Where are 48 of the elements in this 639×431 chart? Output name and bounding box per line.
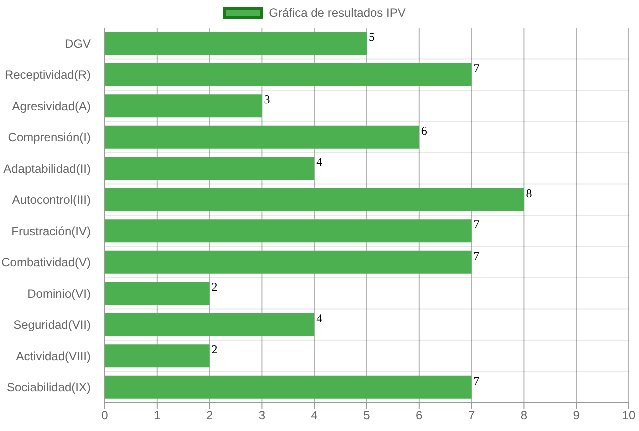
y-tick-label: Frustración(IV): [12, 224, 91, 238]
y-tick-label: Comprensión(I): [8, 130, 91, 145]
data-label: 7: [474, 61, 480, 76]
bar: [105, 220, 472, 243]
x-tick-label: 0: [102, 408, 109, 423]
bar: [105, 376, 472, 399]
bar: [105, 282, 210, 306]
y-tick-label: Dominio(VI): [28, 286, 91, 301]
y-tick-label: Receptividad(R): [4, 68, 91, 82]
data-label: 7: [474, 218, 480, 232]
bar: [105, 63, 472, 86]
data-label: 4: [316, 311, 323, 326]
bar: [105, 94, 262, 118]
x-tick-label: 5: [364, 408, 371, 423]
bar: [105, 250, 472, 274]
x-tick-label: 8: [520, 408, 528, 423]
data-label: 8: [526, 186, 532, 200]
x-tick-label: 10: [622, 408, 636, 423]
legend-label: Gráfica de resultados IPV: [269, 6, 406, 20]
bar: [105, 344, 210, 368]
y-tick-label: Actividad(VIII): [16, 349, 91, 364]
x-tick-label: 7: [468, 408, 476, 423]
y-tick-label: Adaptabilidad(II): [4, 162, 91, 176]
y-tick-label: Autocontrol(III): [12, 193, 91, 208]
x-tick-label: 2: [206, 408, 214, 423]
x-tick-label: 6: [416, 408, 424, 423]
data-label: 3: [264, 92, 270, 107]
data-label: 2: [212, 342, 218, 357]
data-label: 2: [212, 280, 218, 294]
x-tick-label: 4: [311, 408, 318, 423]
y-tick-label: Combatividad(V): [2, 256, 91, 270]
bar: [105, 126, 420, 149]
x-tick-label: 1: [154, 408, 162, 423]
bar: [105, 188, 524, 212]
y-tick-label: Agresividad(A): [12, 99, 91, 114]
y-tick-label: Sociabilidad(IX): [6, 380, 91, 395]
bar: [105, 313, 315, 336]
y-tick-label: Seguridad(VII): [14, 318, 91, 332]
bar: [105, 157, 315, 180]
data-label: 7: [474, 374, 480, 388]
x-tick-label: 9: [573, 408, 580, 423]
data-label: 6: [421, 124, 428, 138]
x-tick-label: 3: [258, 408, 266, 423]
data-label: 7: [474, 248, 480, 263]
bar: [105, 32, 367, 56]
y-tick-label: DGV: [64, 36, 91, 51]
data-label: 5: [369, 30, 375, 44]
data-label: 4: [316, 155, 323, 170]
